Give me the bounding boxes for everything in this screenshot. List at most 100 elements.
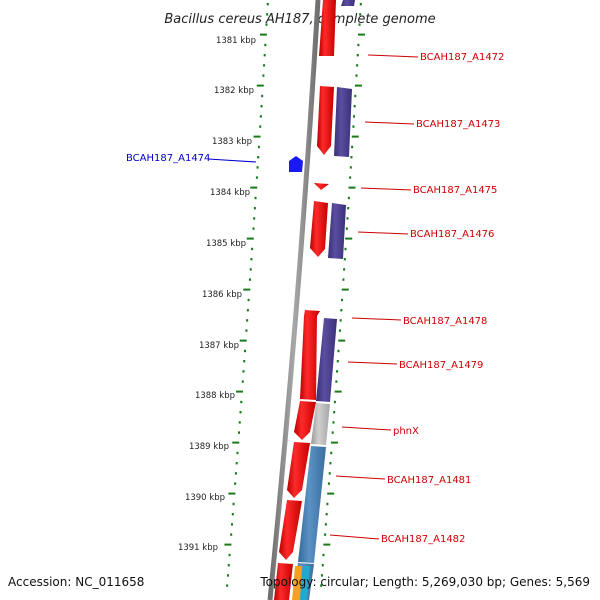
minor-tick [335, 380, 338, 383]
minor-tick [352, 125, 355, 128]
major-tick [357, 33, 365, 36]
minor-tick [253, 217, 256, 220]
gene-label[interactable]: BCAH187_A1475 [413, 185, 497, 196]
minor-tick [355, 74, 358, 77]
minor-tick [235, 462, 238, 465]
topology-text: Topology: circular; Length: 5,269,030 bp… [259, 575, 590, 589]
minor-tick [351, 145, 354, 149]
gene-feature[interactable] [316, 318, 337, 402]
minor-tick [238, 421, 241, 424]
minor-tick [340, 309, 343, 312]
minor-tick [226, 574, 229, 577]
minor-tick [356, 64, 359, 67]
minor-tick [342, 278, 345, 281]
minor-tick [250, 258, 253, 261]
minor-tick [249, 268, 252, 271]
minor-tick [353, 115, 356, 118]
gene-label[interactable]: BCAH187_A1482 [381, 534, 465, 545]
tick-label: 1389 kbp [189, 442, 229, 452]
minor-tick [339, 319, 342, 322]
minor-tick [241, 380, 244, 383]
gene-feature[interactable] [341, 0, 355, 6]
map-title: Bacillus cereus AH187, complete genome [164, 12, 435, 27]
minor-tick [321, 564, 324, 567]
genome-backbone [267, 0, 321, 600]
major-tick [224, 543, 232, 546]
minor-tick [234, 472, 237, 475]
major-tick [330, 441, 338, 444]
minor-tick [345, 227, 348, 230]
major-tick [323, 543, 331, 546]
gene-feature[interactable] [292, 566, 302, 600]
gene-label[interactable]: BCAH187_A1481 [387, 475, 471, 486]
major-tick [345, 237, 353, 240]
cds-arrow[interactable] [319, 0, 336, 56]
minor-tick [243, 360, 246, 363]
minor-tick [338, 329, 341, 332]
minor-tick [246, 319, 249, 322]
major-tick [239, 339, 247, 342]
gene-label[interactable]: BCAH187_A1473 [416, 119, 500, 130]
minor-tick [256, 166, 259, 169]
gene-label[interactable]: phnX [393, 426, 419, 437]
minor-tick [242, 370, 245, 373]
major-tick [228, 492, 236, 495]
minor-tick [337, 349, 340, 353]
gene-label[interactable]: BCAH187_A1478 [403, 316, 487, 327]
major-tick [348, 186, 356, 189]
gene-label[interactable]: BCAH187_A1479 [399, 360, 483, 371]
minor-tick [264, 43, 267, 47]
tick-label: 1384 kbp [210, 188, 250, 198]
minus-strand-gene[interactable] [289, 156, 303, 172]
gene-leader-lines [329, 54, 419, 540]
major-tick [259, 33, 267, 36]
minor-tick [341, 298, 344, 302]
minor-tick [232, 502, 235, 506]
minor-tick [350, 156, 353, 159]
minor-tick [325, 513, 328, 516]
major-tick [351, 135, 359, 138]
minor-tick [349, 176, 352, 179]
cds-arrow[interactable] [317, 86, 334, 155]
minor-tick [354, 94, 357, 98]
minor-tick [356, 54, 359, 57]
gene-feature[interactable] [311, 403, 330, 445]
cds-arrow[interactable] [294, 401, 316, 440]
minor-tick [333, 411, 336, 414]
minor-tick [329, 462, 332, 465]
minor-tick [249, 278, 252, 281]
minor-tick [247, 298, 250, 302]
cds-arrow[interactable] [310, 201, 328, 257]
minor-tick [254, 196, 257, 200]
minor-tick [343, 258, 346, 261]
minor-tick [359, 3, 362, 6]
minor-tick [343, 268, 346, 271]
gene-label-minus[interactable]: BCAH187_A1474 [126, 153, 210, 164]
inner-tick-ring [224, 3, 269, 587]
outer-gene-track [292, 0, 355, 600]
minor-tick [231, 523, 234, 526]
gene-feature[interactable] [300, 566, 310, 600]
minor-tick [358, 23, 361, 26]
minor-tick [324, 523, 327, 526]
gene-label[interactable]: BCAH187_A1472 [420, 52, 504, 63]
cds-arrow[interactable] [300, 310, 320, 400]
minor-tick [359, 13, 362, 16]
cds-arrow[interactable] [287, 442, 310, 498]
minor-tick [259, 125, 262, 128]
cds-arrow[interactable] [279, 500, 302, 560]
major-tick [232, 441, 240, 444]
minor-tick [234, 482, 237, 485]
minor-tick [347, 207, 350, 210]
gene-feature[interactable] [328, 203, 346, 259]
gene-feature[interactable] [334, 87, 352, 157]
cds-arrow[interactable] [314, 183, 329, 190]
kbp-tick-labels: 1381 kbp 1382 kbp 1383 kbp 1384 kbp 1385… [178, 36, 256, 553]
cds-arrow[interactable] [274, 563, 293, 600]
tick-label: 1385 kbp [206, 239, 246, 249]
minor-tick [349, 166, 352, 169]
minor-tick [353, 105, 356, 108]
gene-feature[interactable] [298, 446, 326, 563]
gene-label[interactable]: BCAH187_A1476 [410, 229, 494, 240]
